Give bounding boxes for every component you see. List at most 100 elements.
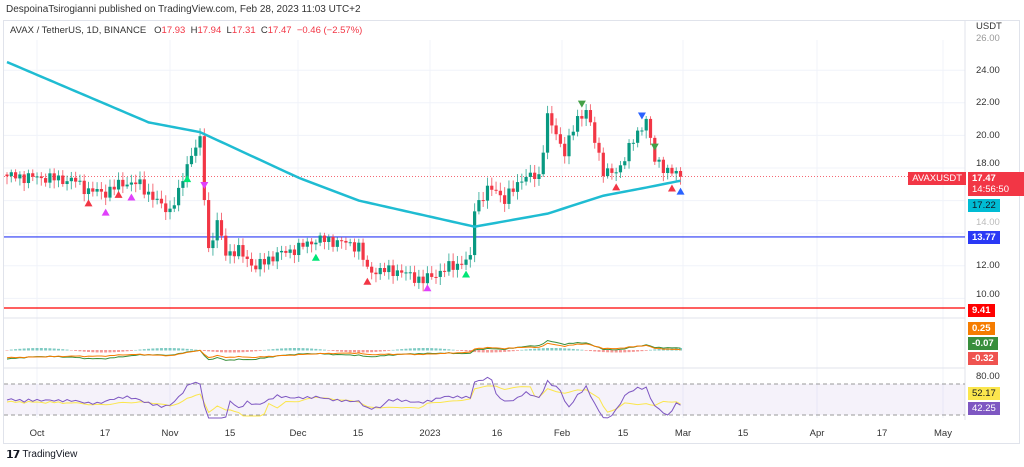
- tradingview-logo-icon[interactable]: 𝟭𝟳: [6, 449, 20, 461]
- signal-triangle-up: [462, 270, 471, 278]
- macd-histogram-bar: [374, 350, 378, 352]
- macd-histogram-bar: [318, 349, 322, 351]
- candle-body: [99, 188, 103, 192]
- macd-histogram-bar: [18, 348, 22, 351]
- candle-body: [245, 256, 249, 259]
- candle-body: [26, 173, 31, 184]
- macd-histogram-bar: [164, 348, 168, 351]
- candle-body: [412, 272, 417, 283]
- signal-triangle-up: [84, 199, 93, 207]
- candle-body: [571, 131, 575, 136]
- candle-body: [550, 113, 554, 126]
- macd-histogram-bar: [546, 348, 550, 351]
- blue-line-tag: 13.77: [968, 231, 1000, 244]
- macd-histogram-bar: [468, 350, 472, 352]
- candle-body: [228, 251, 232, 256]
- macd-histogram-bar: [202, 350, 206, 351]
- candle-body: [172, 205, 176, 209]
- candle-body: [177, 187, 181, 206]
- macd-histogram-bar: [112, 350, 116, 353]
- macd-histogram-bar: [636, 350, 640, 352]
- candle-body: [168, 208, 172, 213]
- candle-body: [533, 172, 537, 179]
- candle-body: [48, 173, 52, 183]
- candle-body: [138, 179, 142, 185]
- candle-body: [254, 265, 258, 270]
- macd-histogram-bar: [189, 349, 193, 351]
- macd-histogram-bar: [614, 350, 618, 353]
- time-tick: 16: [491, 428, 503, 439]
- candle-body: [297, 242, 301, 256]
- macd-histogram-bar: [91, 350, 95, 353]
- candle-body: [442, 270, 447, 272]
- macd-histogram-bar: [271, 349, 275, 351]
- rsi-ma-line: [6, 385, 681, 417]
- macd-signal-tag: 0.25: [968, 322, 995, 335]
- symbol-info[interactable]: AVAX / TetherUS, 1D, BINANCE: [10, 25, 147, 36]
- candle-body: [258, 258, 262, 270]
- macd-histogram-bar: [44, 348, 48, 351]
- candle-body: [400, 270, 404, 273]
- macd-histogram-bar: [35, 348, 39, 351]
- macd-histogram-bar: [541, 348, 545, 351]
- macd-histogram-bar: [383, 350, 387, 352]
- macd-histogram-bar: [597, 350, 601, 352]
- macd-histogram-bar: [194, 349, 198, 351]
- macd-histogram-bar: [125, 350, 129, 352]
- candle-body: [584, 110, 588, 119]
- macd-histogram-bar: [69, 350, 73, 351]
- macd-histogram-bar: [584, 350, 588, 351]
- candle-body: [211, 240, 215, 249]
- candle-body: [670, 167, 674, 174]
- macd-line: [6, 339, 681, 361]
- macd-histogram-bar: [464, 350, 468, 352]
- candle-body: [314, 242, 318, 245]
- candle-body: [477, 200, 481, 212]
- macd-histogram-bar: [601, 350, 605, 353]
- candle-body: [352, 242, 357, 252]
- candle-body: [155, 198, 159, 200]
- brand-name: TradingView: [22, 449, 78, 460]
- candle-body: [558, 134, 563, 144]
- candle-body: [387, 265, 391, 273]
- candle-body: [39, 176, 43, 179]
- candle-body: [588, 110, 593, 123]
- macd-histogram-bar: [52, 348, 56, 351]
- macd-histogram-bar: [5, 350, 9, 351]
- candle-body: [86, 188, 91, 195]
- macd-histogram-bar: [520, 349, 524, 351]
- macd-histogram-bar: [460, 350, 464, 352]
- candle-body: [601, 152, 605, 177]
- candle-body: [35, 176, 39, 178]
- macd-histogram-bar: [644, 350, 648, 351]
- time-tick: 2023: [419, 428, 441, 439]
- macd-histogram-bar: [370, 350, 374, 353]
- macd-histogram-bar: [108, 350, 112, 353]
- macd-histogram-bar: [297, 348, 301, 351]
- candle-body: [575, 116, 580, 132]
- candle-body: [417, 276, 421, 283]
- candle-body: [5, 174, 9, 177]
- candle-body: [318, 235, 322, 243]
- candle-body: [108, 186, 112, 198]
- candle-body: [425, 273, 430, 284]
- signal-triangle-down: [577, 100, 586, 108]
- macd-histogram-bar: [288, 348, 292, 351]
- macd-histogram-bar: [490, 350, 494, 353]
- candle-body: [666, 167, 670, 174]
- macd-histogram-bar: [503, 350, 507, 352]
- macd-histogram-bar: [344, 350, 348, 353]
- candle-body: [473, 211, 477, 256]
- macd-histogram-bar: [507, 350, 511, 352]
- macd-histogram-bar: [138, 349, 142, 351]
- candle-body: [382, 267, 387, 273]
- candle-body: [391, 265, 395, 277]
- macd-histogram-bar: [528, 349, 532, 351]
- macd-histogram-bar: [74, 350, 78, 351]
- last-price: 17.47: [972, 173, 996, 184]
- signal-triangle-up: [423, 284, 432, 292]
- price-tick: 14.00: [976, 217, 1000, 228]
- macd-histogram-bar: [250, 350, 254, 352]
- macd-histogram-bar: [48, 348, 52, 351]
